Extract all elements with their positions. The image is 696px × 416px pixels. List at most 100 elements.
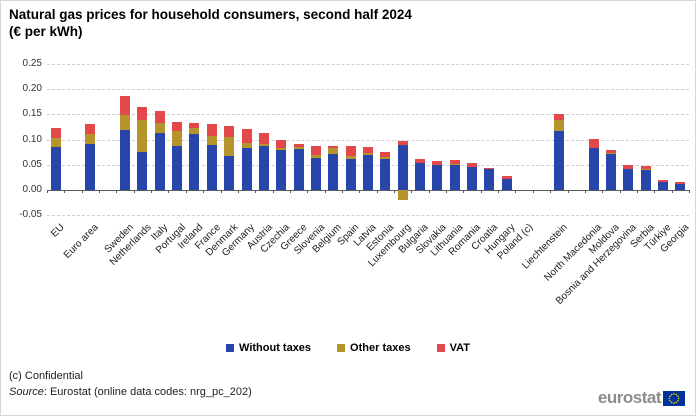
axis-tick (394, 189, 396, 193)
bar-segment-other_taxes (258, 144, 269, 146)
bar-segment-other_taxes (553, 119, 564, 132)
legend-swatch-icon (226, 344, 235, 352)
bar-segment-other_taxes (154, 123, 165, 134)
bar-segment-vat (432, 161, 443, 165)
bar-segment-vat (50, 128, 61, 138)
bar-segment-other_taxes (120, 115, 131, 131)
axis-tick (237, 189, 239, 193)
axis-tick (584, 189, 586, 193)
axis-tick (81, 189, 83, 193)
confidential-note: (c) Confidential (9, 370, 83, 382)
axis-tick (168, 189, 170, 193)
bar-segment-without_taxes (623, 169, 634, 190)
axis-tick (463, 189, 465, 193)
axis-tick (289, 189, 291, 193)
chart-title-line1: Natural gas prices for household consume… (9, 7, 412, 22)
axis-tick (411, 189, 413, 193)
bar-segment-vat (449, 160, 460, 164)
axis-tick (498, 189, 500, 193)
axis-tick (359, 189, 361, 193)
bar-segment-vat (310, 146, 321, 156)
bar-segment-vat (293, 144, 304, 147)
bar-segment-vat (588, 138, 599, 148)
bar-segment-without_taxes (415, 163, 426, 190)
bar-segment-vat (623, 165, 634, 170)
x-axis-line (47, 189, 689, 191)
bar-segment-vat (276, 139, 287, 149)
chart-title: Natural gas prices for household consume… (9, 6, 412, 40)
bar-segment-without_taxes (397, 145, 408, 190)
bar-segment-vat (501, 175, 512, 179)
axis-tick (480, 189, 482, 193)
y-gridline (47, 89, 689, 91)
bar-segment-without_taxes (345, 158, 356, 190)
axis-tick (376, 189, 378, 193)
bar-segment-vat (328, 145, 339, 148)
bar-segment-vat (553, 113, 564, 120)
axis-tick (116, 189, 118, 193)
legend-item-vat: VAT (436, 342, 470, 354)
bar-segment-without_taxes (154, 133, 165, 190)
axis-tick (636, 189, 638, 193)
legend-label: VAT (449, 342, 470, 354)
axis-tick (272, 189, 274, 193)
axis-tick (203, 189, 205, 193)
bar-segment-without_taxes (675, 183, 686, 190)
y-gridline (47, 139, 689, 141)
source-label: Source (9, 386, 44, 398)
bar-segment-other_taxes (206, 135, 217, 146)
axis-tick (64, 189, 66, 193)
bar-segment-without_taxes (328, 154, 339, 190)
bar-segment-without_taxes (293, 148, 304, 190)
bar-segment-vat (675, 182, 686, 184)
legend-swatch-icon (337, 344, 346, 352)
bar-segment-vat (484, 167, 495, 170)
bar-segment-without_taxes (258, 145, 269, 190)
bar-segment-without_taxes (241, 148, 252, 190)
axis-tick (689, 189, 690, 193)
bar-segment-without_taxes (206, 145, 217, 190)
bar-segment-without_taxes (553, 131, 564, 190)
x-axis-label: Euro area (62, 222, 102, 261)
bar-segment-other_taxes (276, 148, 287, 150)
axis-tick (185, 189, 187, 193)
bar-segment-other_taxes (189, 128, 200, 135)
bar-segment-without_taxes (50, 147, 61, 190)
bar-segment-vat (137, 107, 148, 121)
source-note: Source: Eurostat (online data codes: nrg… (9, 386, 252, 398)
bar-segment-vat (154, 110, 165, 124)
axis-tick (671, 189, 673, 193)
bar-segment-vat (241, 129, 252, 143)
bar-segment-vat (640, 166, 651, 169)
bar-segment-without_taxes (363, 154, 373, 190)
bar-segment-vat (467, 163, 478, 167)
chart-title-line2: (€ per kWh) (9, 24, 83, 39)
bar-segment-without_taxes (224, 155, 235, 190)
axis-tick (255, 189, 257, 193)
bar-segment-other_taxes (224, 137, 235, 156)
eurostat-logo-text: eurostat (597, 388, 662, 407)
bar-segment-other_taxes (293, 146, 304, 149)
bar-segment-without_taxes (605, 153, 616, 190)
bar-segment-without_taxes (276, 149, 287, 190)
eu-flag-icon (663, 390, 685, 406)
bar-segment-without_taxes (137, 152, 148, 190)
bar-segment-vat (605, 149, 616, 153)
bar-segment-without_taxes (310, 158, 321, 190)
bar-segment-vat (120, 95, 131, 116)
axis-tick (619, 189, 621, 193)
axis-tick (133, 189, 135, 193)
axis-tick (446, 189, 448, 193)
eurostat-logo: eurostat (598, 388, 685, 408)
x-axis-label: EU (48, 222, 67, 240)
bar-segment-vat (380, 152, 391, 158)
bar-segment-without_taxes (588, 147, 599, 190)
bar-segment-vat (206, 124, 217, 136)
axis-tick (550, 189, 552, 193)
bar-segment-other_taxes (449, 163, 460, 166)
bar-segment-other_taxes (310, 155, 321, 159)
bar-segment-other_taxes (397, 189, 408, 201)
bar-segment-other_taxes (172, 131, 183, 146)
bar-segment-without_taxes (189, 134, 200, 190)
